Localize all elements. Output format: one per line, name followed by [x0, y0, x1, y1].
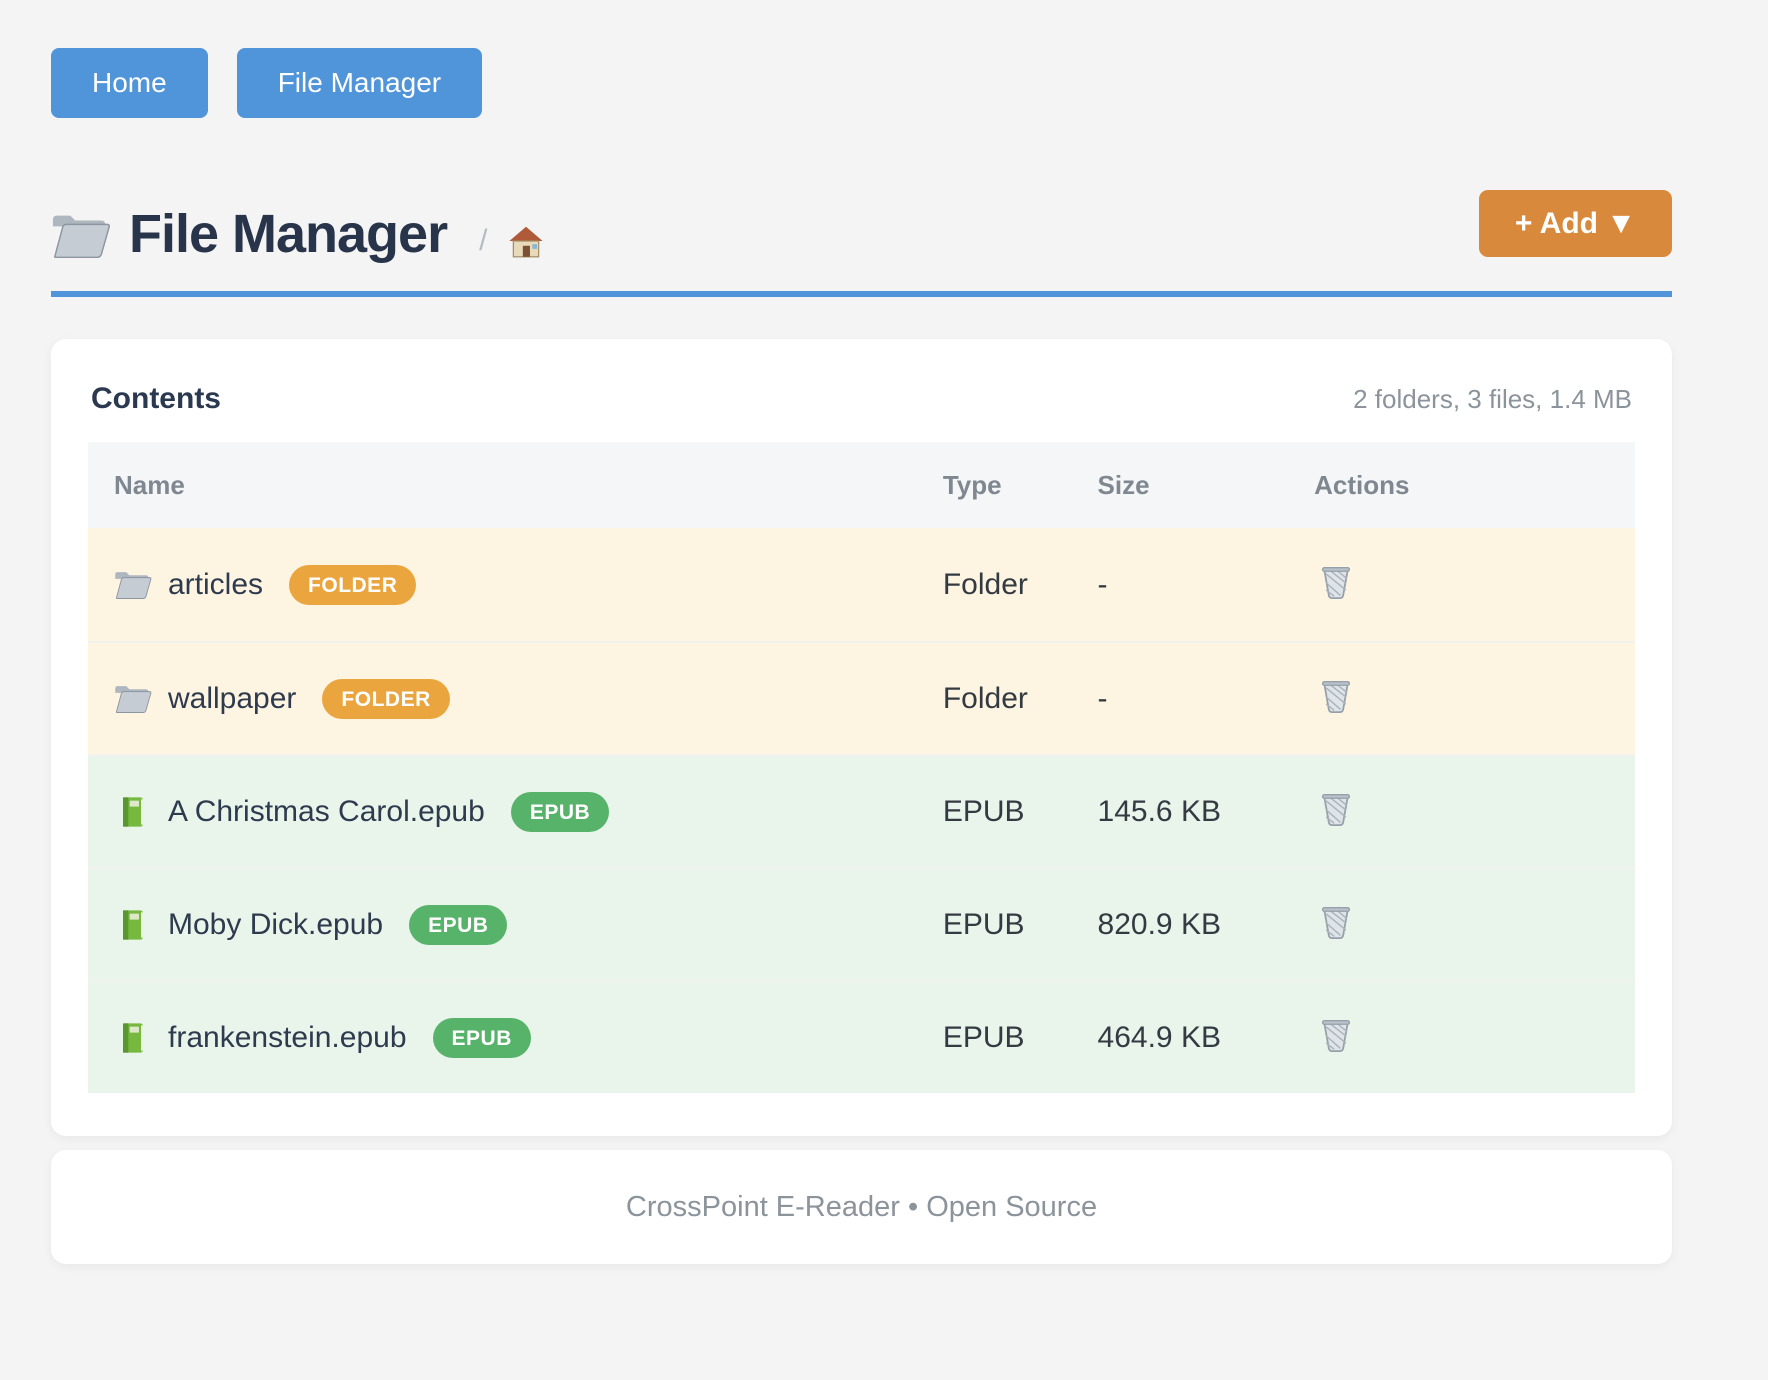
size-cell: 820.9 KB	[1097, 907, 1221, 941]
wastebasket-icon	[1321, 680, 1351, 714]
item-name-link[interactable]: frankenstein.epub	[168, 1020, 407, 1054]
page-title: File Manager	[129, 204, 448, 264]
type-cell: Folder	[942, 567, 1028, 601]
table-header-row: Name Type Size Actions	[88, 442, 1635, 528]
wastebasket-icon	[1321, 566, 1351, 600]
home-icon[interactable]	[507, 223, 545, 259]
breadcrumb-separator: /	[479, 224, 488, 257]
table-row: frankenstein.epub EPUB EPUB 464.9 KB	[88, 980, 1635, 1093]
nav-file-manager-button[interactable]: File Manager	[236, 48, 483, 118]
delete-button[interactable]	[1319, 677, 1353, 715]
contents-summary: 2 folders, 3 files, 1.4 MB	[1353, 383, 1632, 414]
title-divider	[51, 291, 1672, 297]
folder-icon	[114, 685, 152, 713]
wastebasket-icon	[1321, 906, 1351, 940]
contents-card: Contents 2 folders, 3 files, 1.4 MB Name…	[51, 339, 1672, 1136]
type-badge: EPUB	[432, 1017, 531, 1058]
type-cell: Folder	[942, 681, 1028, 715]
table-row: articles FOLDER Folder -	[88, 528, 1635, 641]
wastebasket-icon	[1321, 1019, 1351, 1052]
column-header-name: Name	[114, 469, 185, 500]
table-row: Moby Dick.epub EPUB EPUB 820.9 KB	[88, 867, 1635, 980]
type-badge: EPUB	[409, 904, 508, 945]
nav-home-button[interactable]: Home	[51, 48, 208, 118]
folder-icon	[52, 214, 111, 259]
book-icon	[123, 1022, 143, 1053]
footer-text: CrossPoint E-Reader • Open Source	[625, 1190, 1098, 1223]
delete-button[interactable]	[1319, 1016, 1353, 1054]
size-cell: 145.6 KB	[1097, 794, 1221, 828]
table-row: A Christmas Carol.epub EPUB EPUB 145.6 K…	[88, 754, 1635, 867]
table-row: wallpaper FOLDER Folder -	[88, 641, 1635, 754]
type-cell: EPUB	[942, 907, 1025, 941]
contents-title: Contents	[91, 382, 221, 415]
column-header-type: Type	[942, 469, 1002, 500]
folder-icon	[114, 571, 152, 599]
size-cell: -	[1097, 681, 1108, 715]
add-button[interactable]: + Add ▼	[1478, 190, 1672, 257]
type-badge: EPUB	[510, 791, 610, 832]
book-icon	[123, 909, 143, 940]
page-header: File Manager / + Add ▼	[51, 190, 1672, 265]
table-body: articles FOLDER Folder - wallpaper FOLDE…	[88, 528, 1635, 1093]
delete-button[interactable]	[1319, 563, 1353, 601]
delete-button[interactable]	[1319, 903, 1353, 941]
type-badge: FOLDER	[289, 564, 417, 605]
item-name-link[interactable]: A Christmas Carol.epub	[168, 794, 485, 828]
top-nav: Home File Manager	[51, 48, 1672, 118]
file-table: Name Type Size Actions articles FOLDER F…	[88, 442, 1635, 1093]
column-header-actions: Actions	[1314, 469, 1410, 500]
item-name-link[interactable]: Moby Dick.epub	[168, 907, 384, 941]
item-name-link[interactable]: articles	[168, 567, 264, 601]
type-cell: EPUB	[942, 1020, 1025, 1054]
delete-button[interactable]	[1319, 790, 1353, 828]
wastebasket-icon	[1321, 793, 1351, 827]
item-name-link[interactable]: wallpaper	[168, 681, 297, 715]
size-cell: 464.9 KB	[1097, 1020, 1221, 1054]
column-header-size: Size	[1097, 469, 1150, 500]
type-badge: FOLDER	[322, 678, 450, 719]
footer: CrossPoint E-Reader • Open Source	[51, 1150, 1672, 1264]
size-cell: -	[1097, 567, 1108, 601]
type-cell: EPUB	[942, 794, 1025, 828]
book-icon	[123, 796, 143, 827]
